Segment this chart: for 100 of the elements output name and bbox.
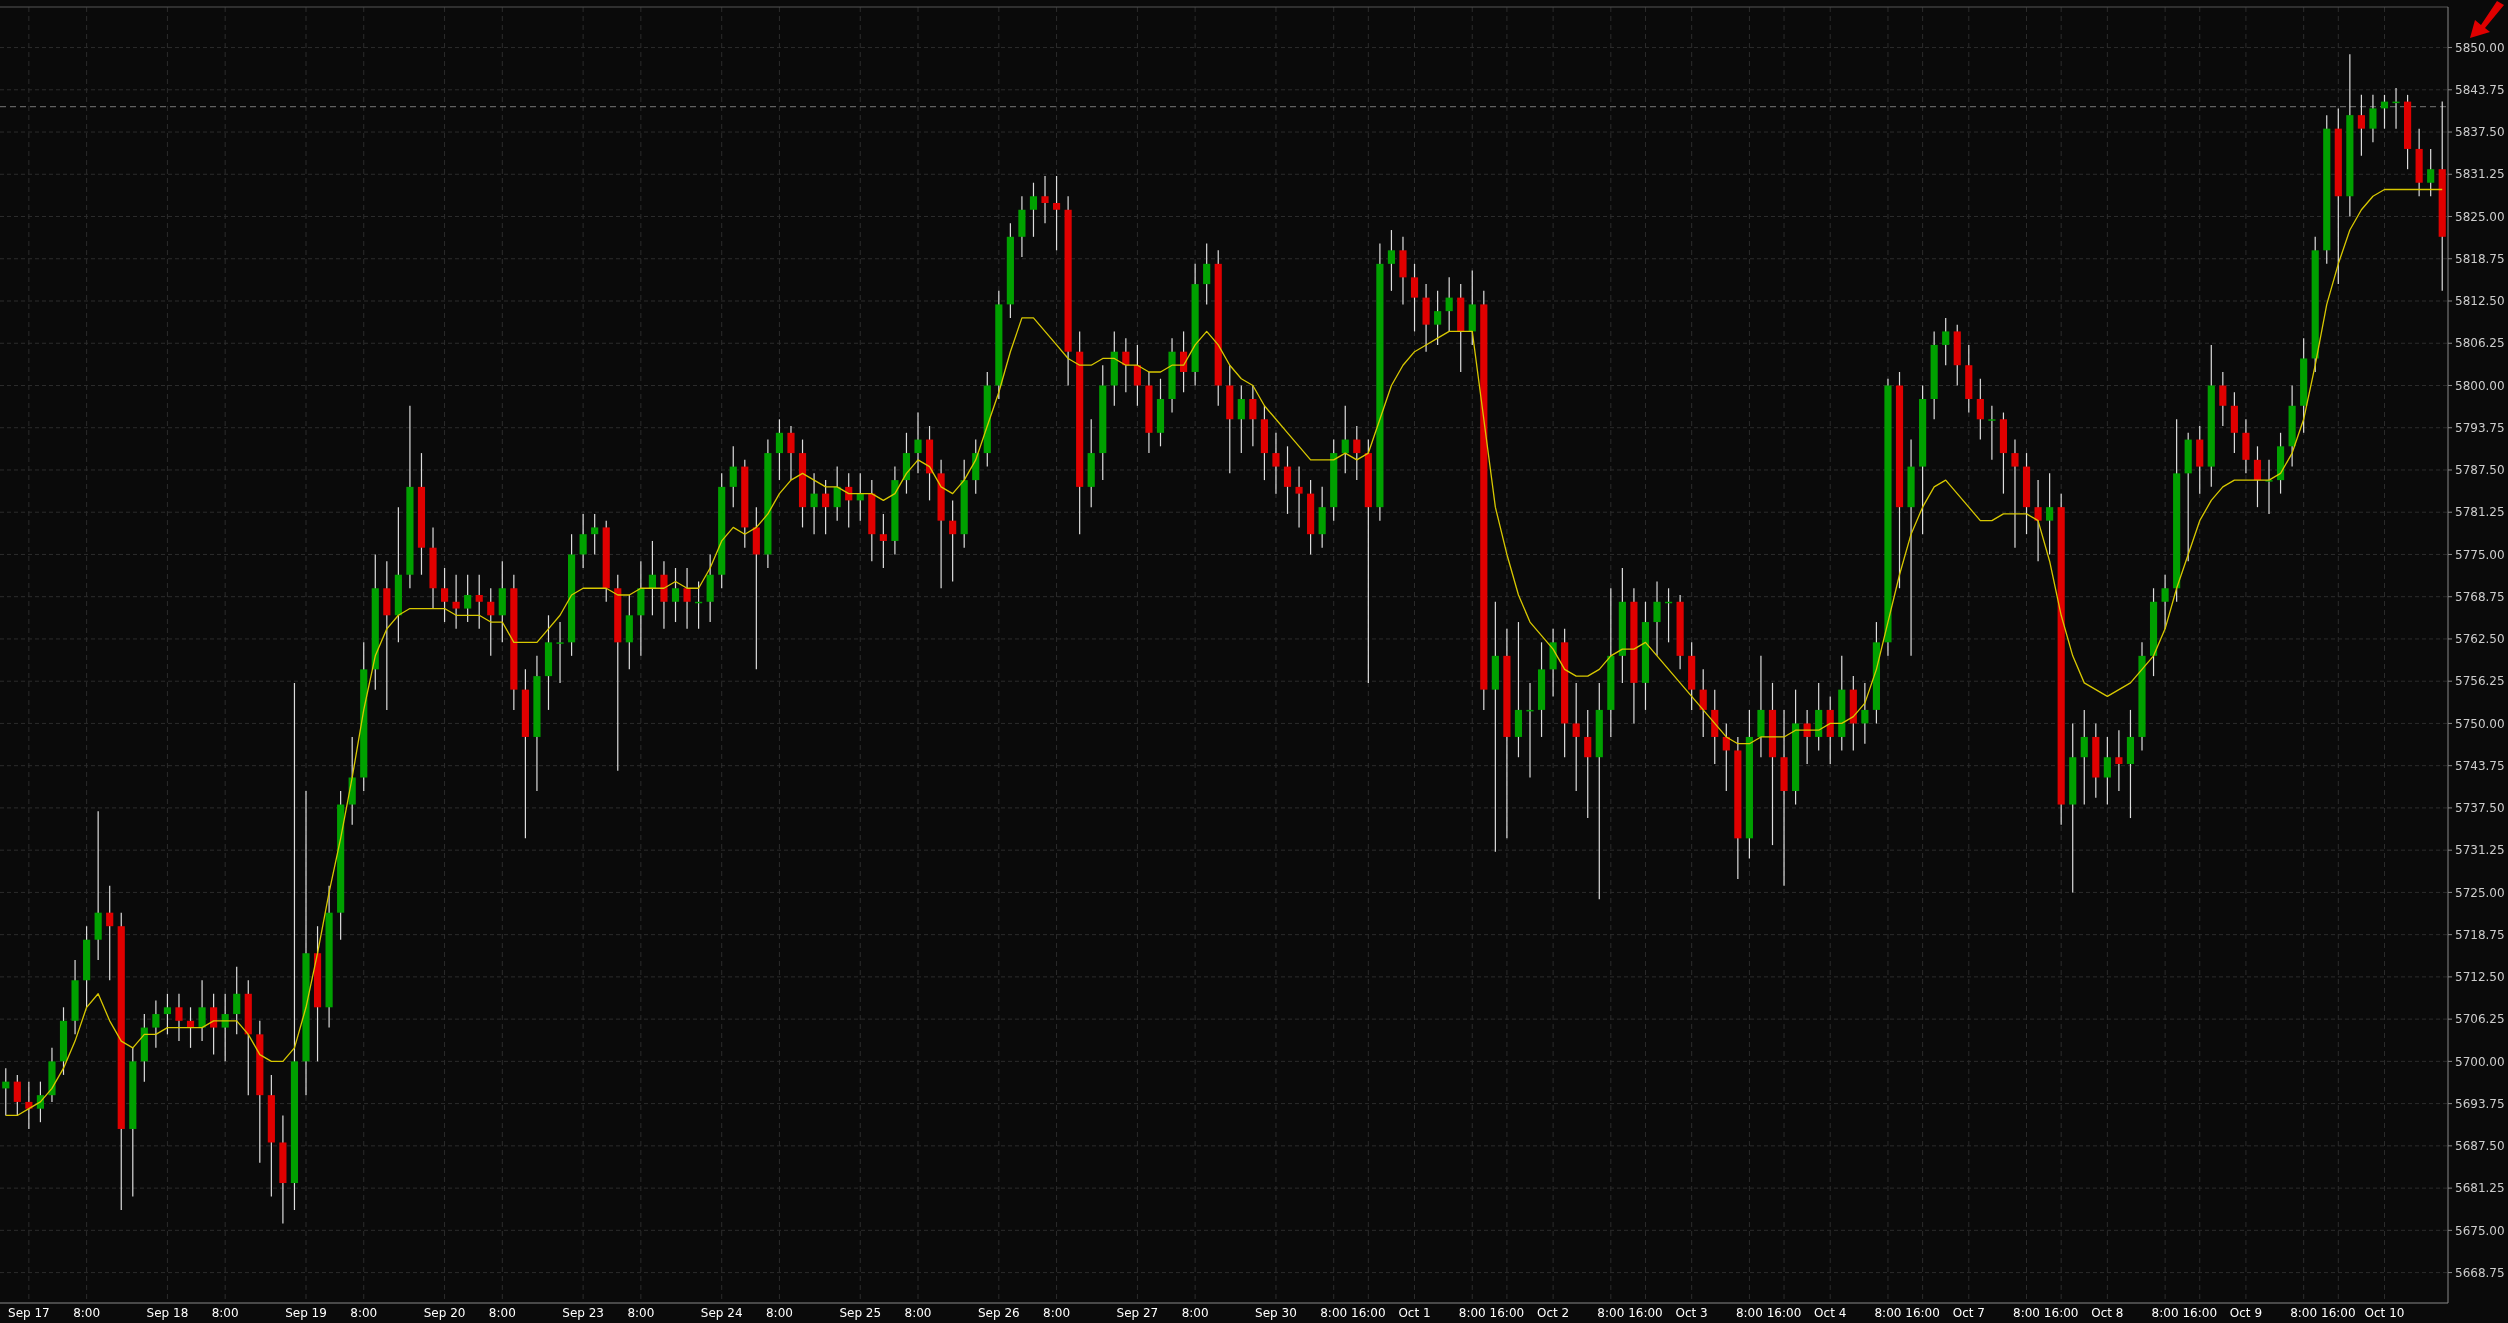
candlestick (175, 993, 183, 1042)
candlestick (25, 1081, 33, 1130)
x-tick-label: 16:00 (2321, 1306, 2356, 1320)
candlestick (1041, 175, 1049, 224)
candlestick (452, 574, 460, 630)
candlestick (152, 999, 160, 1049)
candlestick (2357, 94, 2365, 157)
candlestick (1283, 445, 1292, 515)
y-tick-label: 5706.25 (2455, 1012, 2505, 1027)
x-tick-label: Oct 8 (2091, 1306, 2124, 1320)
candlestick (1052, 175, 1061, 251)
candlestick (464, 574, 472, 623)
x-tick-label: Oct 3 (1675, 1306, 1708, 1320)
candlestick (2034, 479, 2042, 562)
candlestick (475, 574, 483, 630)
candlestick (949, 499, 957, 583)
candlestick (579, 513, 587, 569)
x-tick-label: Sep 25 (839, 1306, 882, 1320)
candlestick (2046, 472, 2054, 556)
x-tick-label: Sep 30 (1255, 1306, 1297, 1320)
candlestick (914, 411, 922, 474)
candlestick (879, 513, 887, 569)
candlestick (221, 993, 229, 1062)
candlestick (1237, 384, 1245, 454)
candlestick (440, 567, 449, 623)
y-tick-label: 5725.00 (2455, 885, 2505, 900)
candlestick (671, 567, 680, 623)
x-tick-label: Sep 20 (423, 1306, 466, 1320)
y-tick-label: 5800.00 (2455, 378, 2505, 393)
candlestick (2427, 148, 2435, 197)
x-tick-label: 8:00 (1874, 1306, 1902, 1320)
x-tick-label: Sep 23 (562, 1306, 604, 1320)
x-tick-label: Oct 1 (1398, 1306, 1431, 1320)
y-tick-label: 5737.50 (2455, 801, 2505, 816)
x-tick-label: Sep 19 (285, 1306, 327, 1320)
candlestick (833, 466, 841, 522)
x-tick-label: 8:00 (2151, 1306, 2179, 1320)
y-tick-label: 5700.00 (2455, 1054, 2505, 1069)
candlestick (810, 472, 818, 535)
candlestick (2161, 574, 2169, 630)
y-tick-label: 5806.25 (2455, 336, 2505, 351)
candlestick (2011, 438, 2019, 549)
x-tick-label: 8:00 (904, 1306, 932, 1320)
candlestick (1353, 425, 1361, 481)
candlestick (1029, 182, 1038, 238)
x-tick-label: Oct 7 (1952, 1306, 1985, 1320)
x-tick-label: 16:00 (1351, 1306, 1386, 1320)
candlestick (822, 479, 830, 535)
y-tick-label: 5668.75 (2455, 1265, 2505, 1280)
y-tick-label: 5812.50 (2455, 294, 2505, 309)
candlestick (1653, 580, 1661, 657)
y-tick-label: 5781.25 (2455, 505, 2505, 520)
candlestick (1295, 466, 1303, 529)
candlestick (163, 993, 172, 1035)
y-tick-label: 5762.50 (2455, 632, 2505, 647)
y-tick-label: 5731.25 (2455, 843, 2505, 858)
y-tick-label: 5756.25 (2455, 674, 2505, 689)
candlestick (487, 587, 495, 657)
x-tick-label: Oct 2 (1536, 1306, 1570, 1320)
candlestick (683, 567, 691, 630)
candlestick (1387, 229, 1396, 292)
candlestick (1341, 405, 1349, 474)
candlestick (648, 540, 656, 616)
x-tick-label: 16:00 (2043, 1306, 2079, 1320)
x-tick-label: 8:00 (2290, 1306, 2318, 1320)
candlestick (106, 885, 114, 981)
x-tick-label: Sep 24 (700, 1306, 743, 1320)
candlestick (1584, 709, 1592, 819)
x-tick-label: 16:00 (1489, 1306, 1525, 1320)
y-tick-label: 5743.75 (2455, 758, 2505, 773)
candlestick (1803, 709, 1811, 765)
x-tick-label: 8:00 (73, 1306, 101, 1320)
candlestick (591, 513, 599, 556)
candlestick (2253, 445, 2262, 508)
candlestick (1942, 317, 1950, 366)
candlestick (2219, 371, 2227, 427)
candlestick (1572, 682, 1580, 792)
y-tick-label: 5787.50 (2455, 463, 2505, 478)
y-tick-label: 5775.00 (2455, 547, 2505, 562)
x-tick-label: Oct 4 (1814, 1306, 1847, 1320)
y-tick-label: 5837.50 (2455, 125, 2505, 140)
x-tick-label: 8:00 (1320, 1306, 1348, 1320)
y-tick-label: 5687.50 (2455, 1139, 2505, 1154)
x-tick-label: Oct 9 (2229, 1306, 2263, 1320)
candlestick (1133, 344, 1141, 407)
x-tick-label: 16:00 (1766, 1306, 1802, 1320)
x-tick-label: 16:00 (2182, 1306, 2218, 1320)
candlestick (210, 993, 218, 1056)
candlestick (1988, 405, 1996, 461)
candlestick (198, 979, 206, 1042)
candlestick (556, 621, 564, 684)
x-tick-label: Sep 26 (977, 1306, 1020, 1320)
candlestick (2080, 709, 2088, 806)
x-tick-label: 8:00 (211, 1306, 239, 1320)
y-tick-label: 5681.25 (2455, 1181, 2505, 1196)
x-tick-label: Oct 10 (2364, 1306, 2405, 1320)
x-tick-label: Sep 27 (1116, 1306, 1159, 1320)
candlestick (775, 418, 784, 481)
y-tick-label: 5675.00 (2455, 1223, 2505, 1238)
x-tick-label: 8:00 (1735, 1306, 1763, 1320)
